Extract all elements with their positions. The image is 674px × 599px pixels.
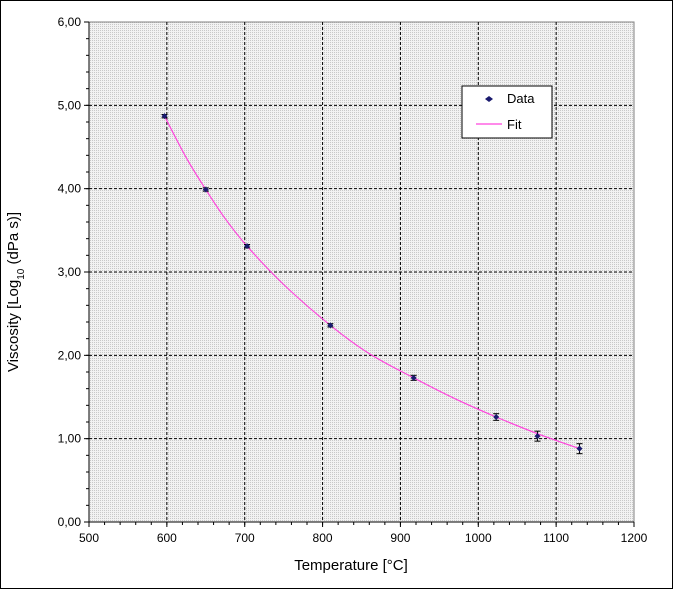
legend-fit-label: Fit (507, 117, 522, 132)
data-point (244, 243, 251, 250)
axis-ticks (84, 21, 635, 527)
y-axis-title: Viscosity [Log10 (dPa s)] (5, 212, 27, 372)
data-point (327, 322, 334, 329)
legend-box (461, 85, 553, 139)
x-tick-label: 1000 (465, 531, 492, 545)
x-tick-label: 1200 (621, 531, 648, 545)
x-tick-labels: 500 600 700 800 900 1000 1100 1200 (79, 531, 648, 545)
y-tick-label: 6,00 (58, 15, 82, 29)
data-series (161, 113, 583, 455)
data-point (410, 374, 417, 381)
y-tick-label: 3,00 (58, 265, 82, 279)
legend-data-label: Data (507, 91, 535, 106)
x-tick-label: 600 (157, 531, 177, 545)
x-axis-title: Temperature [°C] (294, 557, 408, 574)
data-point (493, 413, 500, 421)
x-tick-label: 700 (235, 531, 255, 545)
legend-data-marker-icon (485, 96, 493, 102)
x-tick-label: 900 (390, 531, 410, 545)
legend: Data Fit (461, 85, 553, 139)
data-marker (410, 374, 417, 381)
data-marker (244, 243, 251, 250)
y-tick-label: 4,00 (58, 182, 82, 196)
data-point (161, 113, 168, 120)
y-tick-labels: 0,00 1,00 2,00 3,00 4,00 5,00 6,00 (58, 15, 82, 529)
y-tick-label: 2,00 (58, 348, 82, 362)
data-point (576, 443, 583, 455)
y-tick-label: 5,00 (58, 98, 82, 112)
data-marker (534, 433, 541, 440)
x-tick-label: 800 (313, 531, 333, 545)
data-marker (327, 322, 334, 329)
grid-lines (89, 22, 634, 522)
data-marker (161, 113, 168, 120)
data-marker (202, 186, 209, 193)
x-tick-label: 1100 (543, 531, 569, 545)
data-marker (576, 445, 583, 452)
data-point (202, 186, 209, 193)
x-tick-label: 500 (79, 531, 99, 545)
data-point (534, 430, 541, 442)
y-tick-label: 0,00 (58, 515, 82, 529)
data-marker (493, 414, 500, 420)
y-tick-label: 1,00 (58, 432, 82, 446)
